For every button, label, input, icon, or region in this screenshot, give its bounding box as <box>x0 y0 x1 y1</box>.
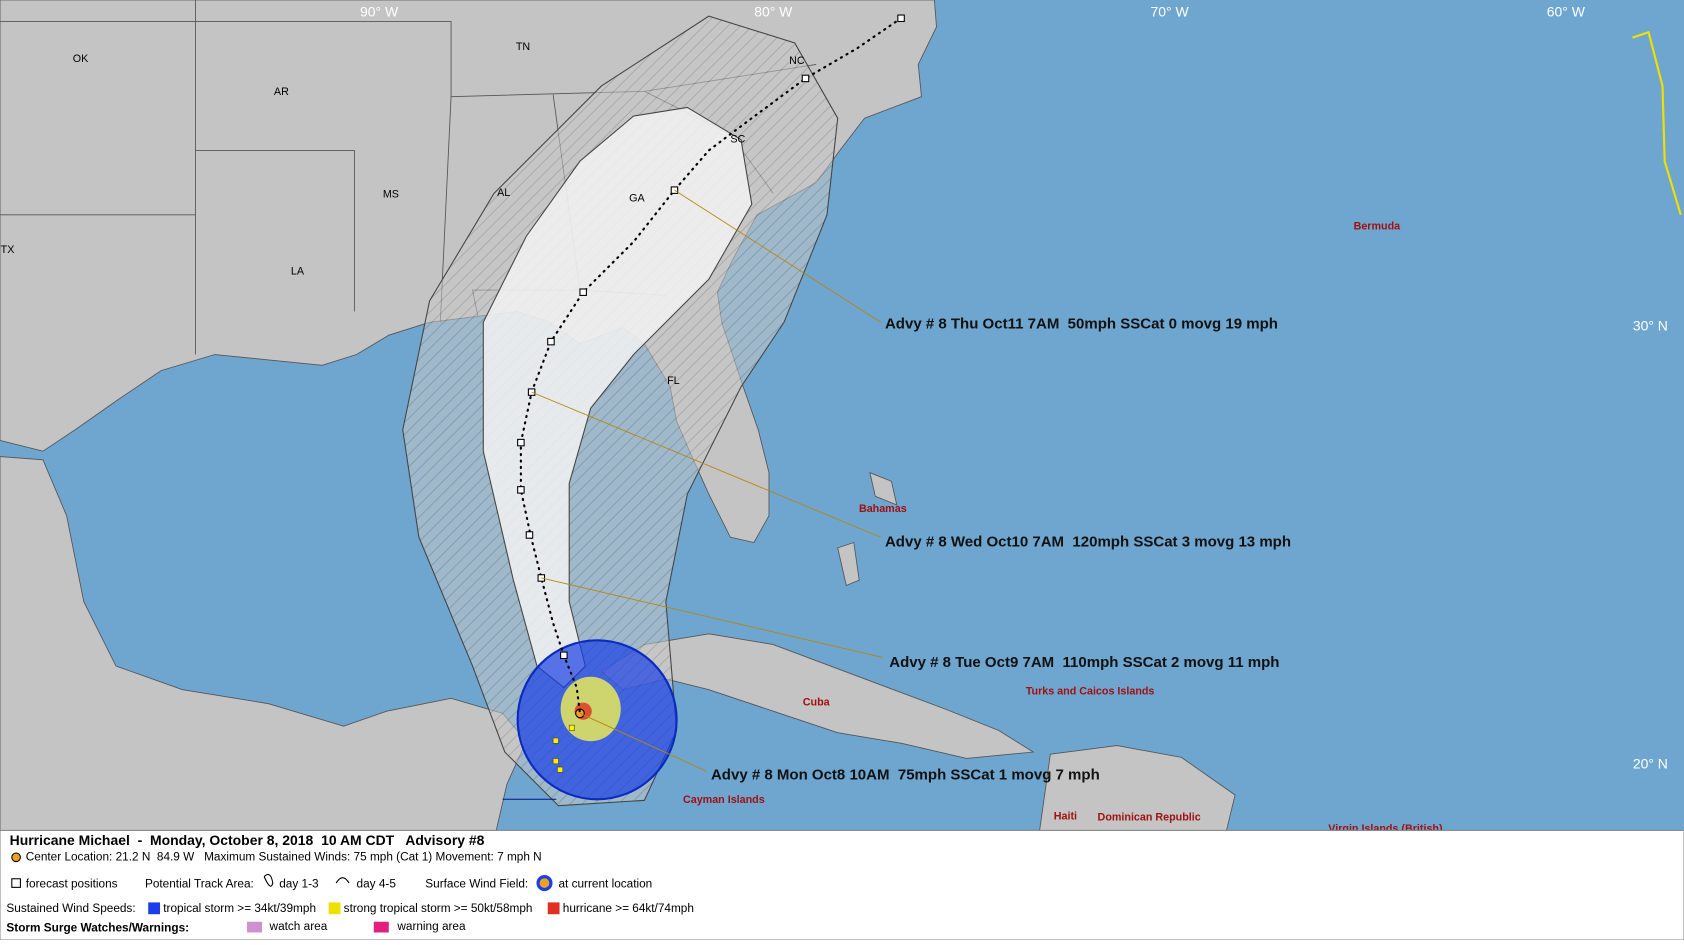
legend-text: forecast positions <box>26 876 118 890</box>
legend-text: Storm Surge Watches/Warnings: <box>6 920 189 934</box>
legend-text: tropical storm >= 34kt/39mph <box>163 901 316 915</box>
state-label: NC <box>789 55 805 67</box>
state-label: MS <box>383 188 399 200</box>
state-label: TX <box>1 244 15 256</box>
legend-text: Sustained Wind Speeds: <box>6 901 135 915</box>
state-label: AR <box>274 86 289 98</box>
legend-text: warning area <box>396 919 466 933</box>
advisory-label: Advy # 8 Wed Oct10 7AM 120mph SSCat 3 mo… <box>885 533 1291 550</box>
legend-text: hurricane >= 64kt/74mph <box>563 901 694 915</box>
region-label: Turks and Caicos Islands <box>1026 686 1155 698</box>
state-label: SC <box>730 134 745 146</box>
footer-title: Hurricane Michael - Monday, October 8, 2… <box>10 832 485 848</box>
legend-text: at current location <box>558 876 652 890</box>
grid-label: 60° W <box>1547 4 1586 20</box>
grid-label: 30° N <box>1633 317 1668 333</box>
legend-text: Potential Track Area: <box>145 876 254 890</box>
advisory-label: Advy # 8 Tue Oct9 7AM 110mph SSCat 2 mov… <box>889 654 1279 671</box>
legend-text: day 4-5 <box>357 876 397 890</box>
legend-text: day 1-3 <box>279 876 319 890</box>
state-label: GA <box>629 193 645 205</box>
state-label: OK <box>73 53 89 65</box>
past-points <box>552 724 575 773</box>
region-label: Bahamas <box>859 503 907 515</box>
legend-text: Surface Wind Field: <box>425 876 528 890</box>
region-label: Dominican Republic <box>1098 811 1201 823</box>
legend-text: strong tropical storm >= 50kt/58mph <box>344 901 533 915</box>
state-label: LA <box>291 266 305 278</box>
legend-symbols <box>11 852 560 933</box>
region-label: Haiti <box>1054 810 1077 822</box>
grid-label: 70° W <box>1150 4 1189 20</box>
region-label: Cayman Islands <box>683 794 765 806</box>
region-label: Cuba <box>803 696 831 708</box>
other-track <box>1632 30 1682 216</box>
state-label: FL <box>667 375 680 387</box>
state-label: AL <box>497 187 510 199</box>
footer-center: Center Location: 21.2 N 84.9 W Maximum S… <box>26 849 542 863</box>
legend-text: watch area <box>269 919 328 933</box>
state-label: TN <box>516 41 530 53</box>
grid-label: 80° W <box>754 4 793 20</box>
footer <box>0 829 1684 941</box>
grid-label: 20° N <box>1633 756 1668 772</box>
track <box>519 17 903 715</box>
grid-label: 90° W <box>360 4 399 20</box>
footer-text: Hurricane Michael - Monday, October 8, 2… <box>6 832 693 934</box>
leader-lines <box>531 189 883 772</box>
advisory-label: Advy # 8 Mon Oct8 10AM 75mph SSCat 1 mov… <box>711 767 1100 784</box>
advisory-label: Advy # 8 Thu Oct11 7AM 50mph SSCat 0 mov… <box>885 315 1278 332</box>
region-label: Bermuda <box>1354 221 1402 233</box>
